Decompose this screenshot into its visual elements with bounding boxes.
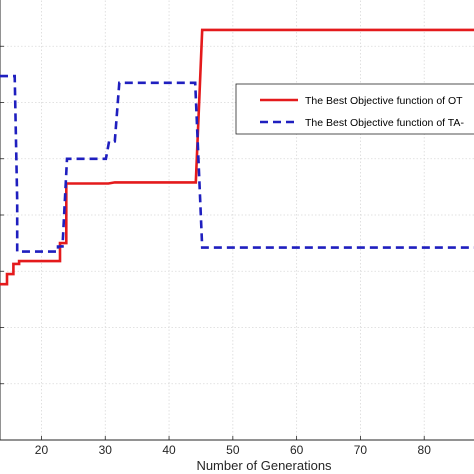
- grid-layer: [0, 0, 474, 441]
- x-tick-label: 30: [99, 443, 113, 457]
- legend-label-2: The Best Objective function of TA-: [305, 117, 464, 129]
- x-axis-label: Number of Generations: [196, 458, 332, 473]
- legend-label-1: The Best Objective function of OT: [305, 95, 463, 107]
- x-tick-label: 70: [354, 443, 368, 457]
- plot-frame: [0, 0, 474, 441]
- legend-box: [235, 83, 474, 135]
- x-tick-label: 20: [35, 443, 49, 457]
- legend: The Best Objective function of OT The Bes…: [235, 83, 474, 135]
- tick-layer: 20 30 40 50 60 70 80: [0, 45, 432, 457]
- x-tick-label: 80: [418, 443, 432, 457]
- series-layer: [0, 28, 474, 286]
- series-line-1: [0, 28, 474, 286]
- legend-entries: The Best Objective function of OT The Bes…: [260, 95, 464, 129]
- series-line-2: [0, 74, 474, 253]
- x-tick-label: 60: [290, 443, 304, 457]
- x-tick-label: 40: [162, 443, 176, 457]
- x-tick-label: 50: [226, 443, 240, 457]
